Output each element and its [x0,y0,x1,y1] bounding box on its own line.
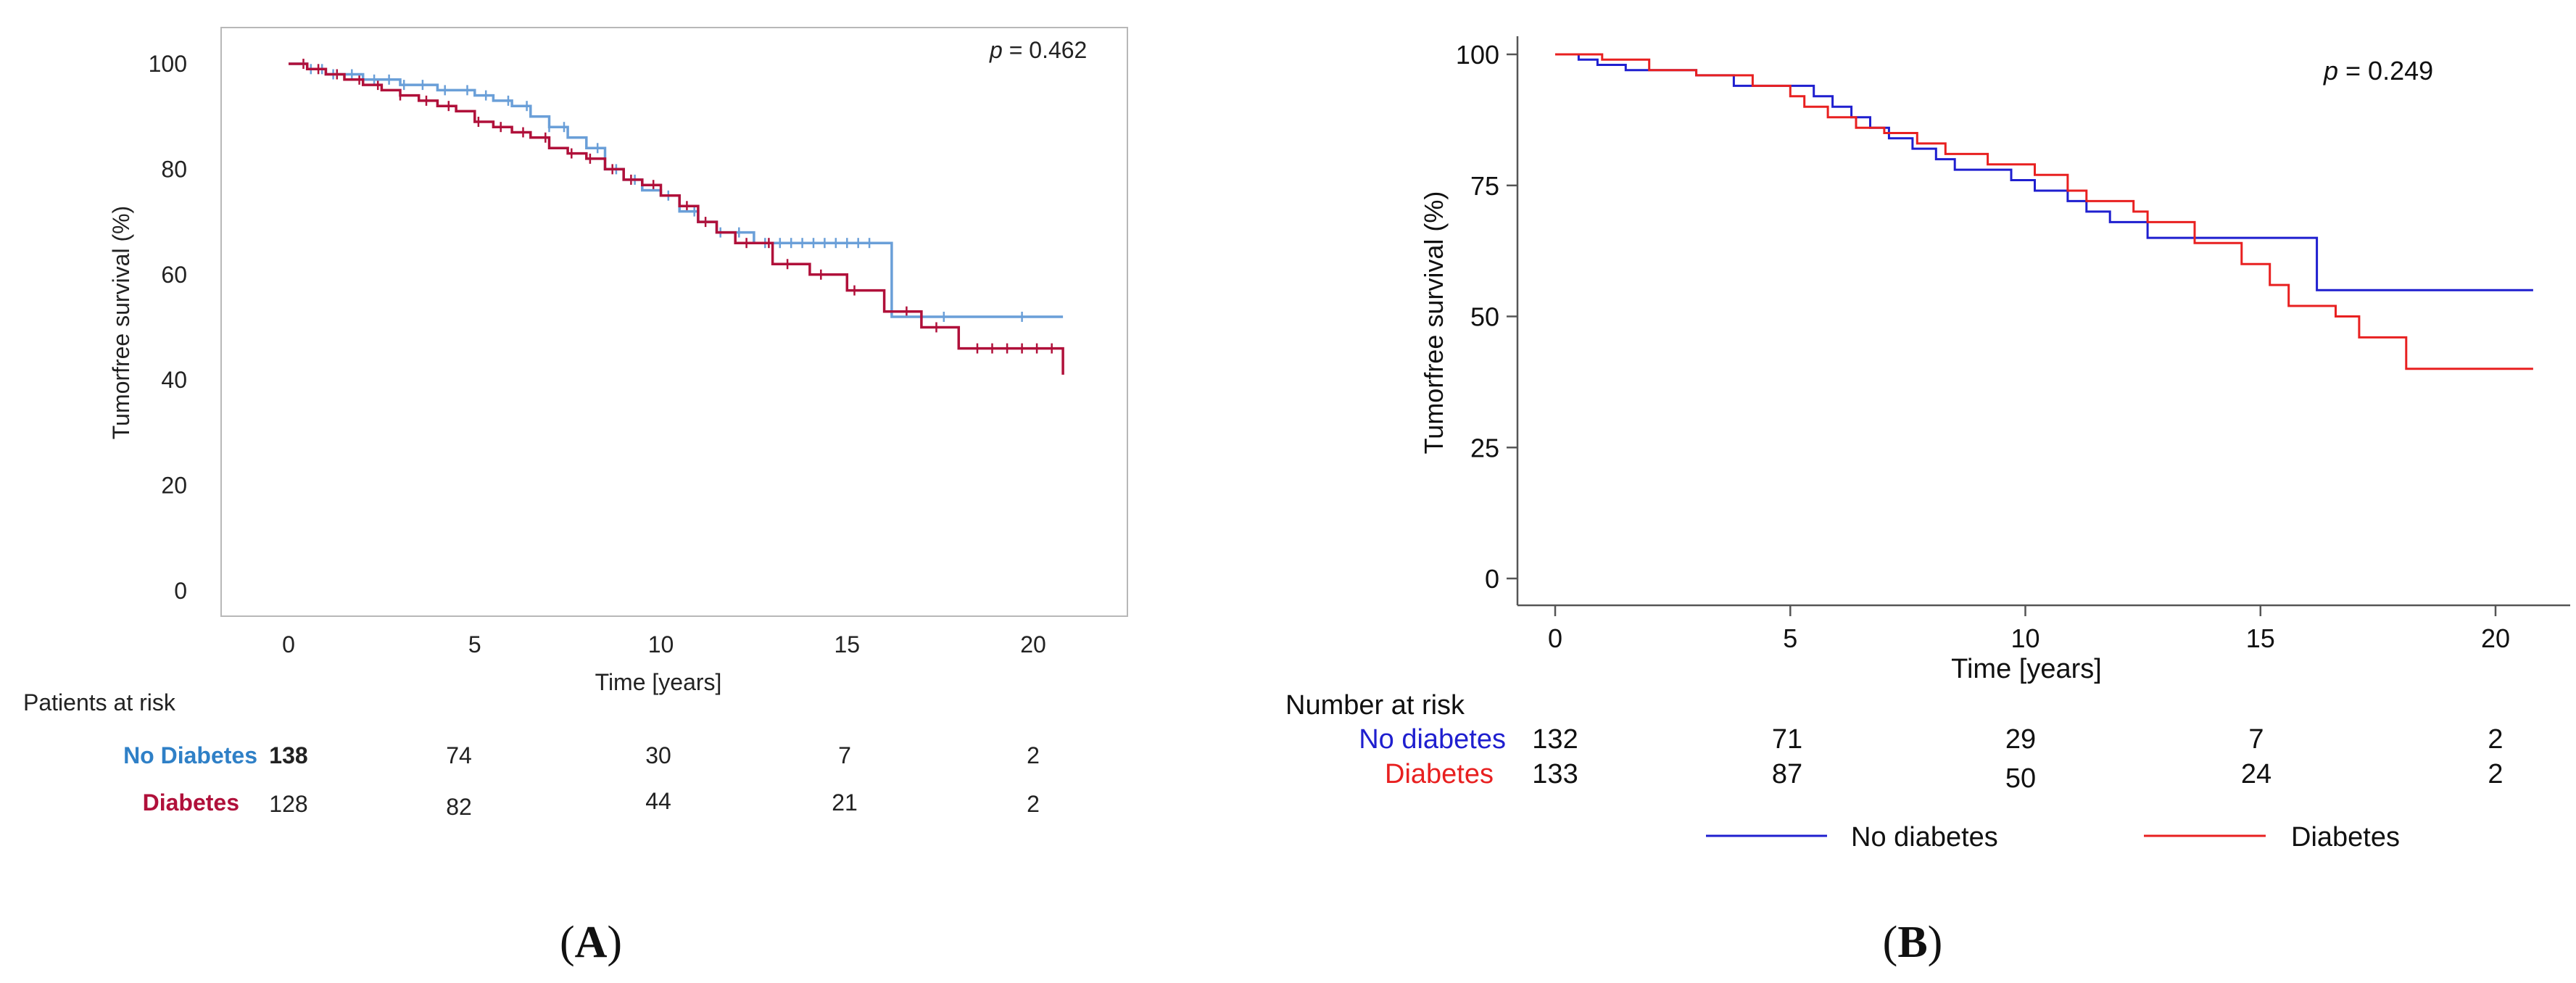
panel-a-risk-row-label-no-diabetes: No Diabetes [123,742,257,768]
panel-b-line-diabetes [1555,53,2533,370]
panel-a-risk-cell: 2 [1027,791,1040,817]
panel-a-y-tick-label: 60 [161,262,187,288]
panel-a-series-lines [289,62,1064,375]
panel-b-y-tick-label: 50 [1470,302,1499,332]
panel-b-series-lines [1555,53,2533,370]
panel-b-risk-cell: 29 [2005,724,2036,755]
panel-a-caption-letter: A [575,918,608,967]
panel-a-risk-cell: 138 [269,742,307,768]
panel-b-y-axis-label: Tumorfree survival (%) [1419,191,1449,455]
panel-a-risk-cell: 82 [446,794,472,820]
panel-a-p-text: = 0.462 [1003,37,1088,63]
panel-a-censor-marks [302,59,1053,354]
panel-a-x-tick-label: 0 [282,631,295,658]
panel-b-risk-cell: 87 [1772,759,1802,789]
panel-a-x-tick-label: 10 [648,631,674,658]
panel-b-y-tick-label: 0 [1485,564,1499,594]
panel-a-x-tick-labels: 0 5 10 15 20 [282,631,1046,658]
panel-b-x-tick-label: 10 [2010,623,2039,653]
panel-b-caption-letter: B [1897,918,1927,967]
panel-b: 0 25 50 75 100 0 5 10 15 20 p = 0.249 Tumorfree … [1285,36,2570,967]
panel-b-x-tick-label: 15 [2246,623,2275,653]
panel-a-y-tick-label: 100 [149,51,187,77]
panel-b-x-tick-label: 0 [1548,623,1562,653]
panel-a-y-axis-label: Tumorfree survival (%) [108,206,134,439]
panel-a-risk-title: Patients at risk [23,689,176,716]
panel-a: 0 20 40 60 80 100 0 5 10 15 20 p = 0.462 Tumorfre… [23,27,1128,967]
panel-b-risk-cell: 7 [2248,724,2264,755]
panel-a-risk-row-label-diabetes: Diabetes [143,789,239,816]
panel-b-risk-cell: 133 [1532,759,1578,789]
panel-b-x-ticks: 0 5 10 15 20 [1548,605,2510,653]
panel-b-risk-cell: 24 [2241,759,2271,789]
panel-a-y-tick-labels: 0 20 40 60 80 100 [149,51,187,604]
panel-b-p-value: p = 0.249 [2323,56,2433,86]
panel-b-risk-cell: 71 [1772,724,1802,755]
panel-a-risk-cell: 44 [645,788,671,814]
panel-a-risk-cell: 128 [269,791,307,817]
panel-b-y-ticks: 0 25 50 75 100 [1456,40,1517,594]
panel-a-risk-cell: 21 [832,789,858,816]
panel-b-legend-label-diabetes: Diabetes [2291,822,2400,853]
panel-b-risk-row-label-diabetes: Diabetes [1385,759,1494,789]
panel-b-y-tick-label: 25 [1470,433,1499,463]
panel-b-risk-cell: 2 [2488,759,2503,789]
panel-b-y-tick-label: 100 [1456,40,1499,70]
panel-b-x-tick-label: 5 [1783,623,1797,653]
panel-a-x-axis-label: Time [years] [595,669,722,695]
panel-a-risk-cell: 30 [645,742,671,768]
panel-a-risk-cell: 2 [1027,742,1040,768]
panel-a-p-symbol: p [989,37,1003,63]
panel-b-line-no-diabetes [1555,53,2533,291]
panel-b-x-axis-label: Time [years] [1951,654,2102,684]
panel-b-risk-row-label-no-diabetes: No diabetes [1359,724,1506,755]
panel-b-risk-cell: 50 [2005,763,2036,794]
panel-a-caption: (A) [560,918,622,967]
panel-a-line-no-diabetes [289,62,1064,318]
panel-b-y-tick-label: 75 [1470,171,1499,201]
panel-a-x-tick-label: 15 [834,631,861,658]
panel-a-x-tick-label: 5 [468,631,481,658]
panel-a-risk-cell: 7 [838,742,851,768]
panel-a-x-tick-label: 20 [1020,631,1046,658]
panel-a-plot-frame [220,27,1128,617]
panel-b-x-tick-label: 20 [2481,623,2510,653]
panel-b-p-symbol: p [2323,56,2338,86]
panel-b-risk-title: Number at risk [1285,690,1465,721]
panel-a-y-tick-label: 0 [174,578,187,604]
panel-a-y-tick-label: 20 [161,473,187,499]
panel-b-risk-cell: 132 [1532,724,1578,755]
panel-b-p-text: = 0.249 [2338,56,2433,86]
panel-b-legend: No diabetes Diabetes [1706,822,2400,853]
panel-b-legend-label-no-diabetes: No diabetes [1851,822,1998,853]
panel-a-y-tick-label: 80 [161,156,187,182]
panel-b-caption: (B) [1883,918,1943,967]
panel-a-risk-cell: 74 [446,742,472,768]
panel-a-p-value: p = 0.462 [989,37,1087,63]
panel-a-line-diabetes [289,62,1064,375]
panel-a-y-tick-label: 40 [161,367,187,393]
panel-b-risk-cell: 2 [2488,724,2503,755]
